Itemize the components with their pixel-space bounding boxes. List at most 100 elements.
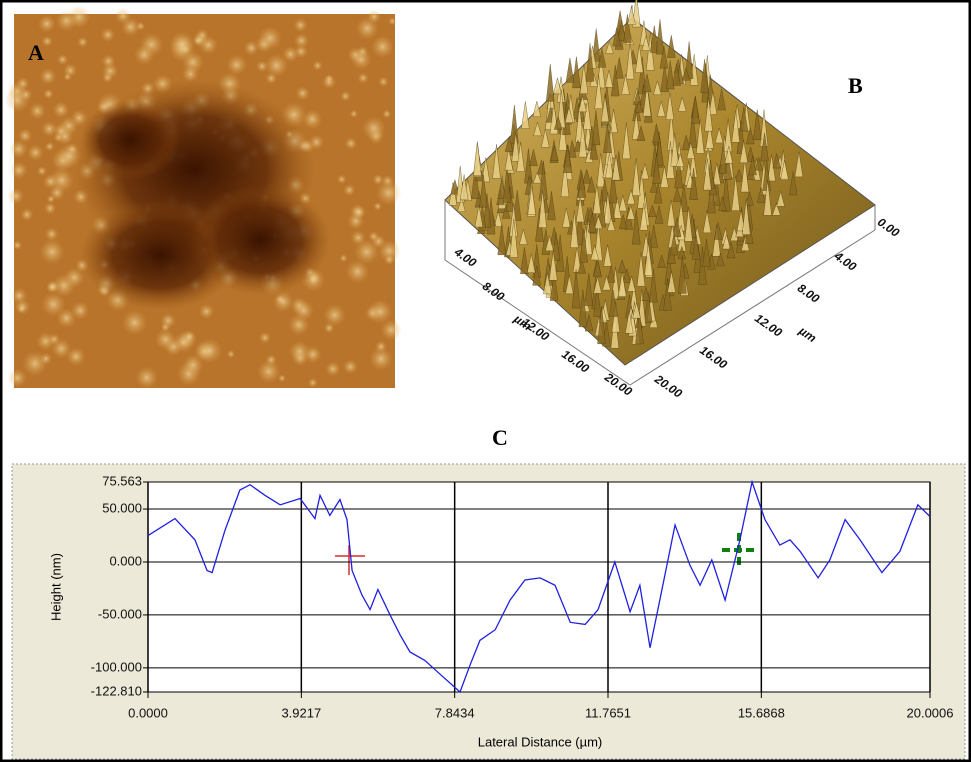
- spike: [590, 244, 599, 261]
- grain: [371, 35, 395, 59]
- grain: [264, 53, 289, 78]
- spike: [654, 205, 664, 224]
- spike: [674, 153, 683, 189]
- grain: [41, 121, 58, 137]
- spike: [696, 118, 705, 154]
- spike: [731, 175, 740, 211]
- spike: [612, 27, 621, 47]
- spike: [553, 77, 562, 95]
- spike: [712, 162, 722, 185]
- spike: [572, 246, 582, 273]
- spike: [592, 184, 602, 214]
- grain: [182, 354, 204, 376]
- grain: [55, 9, 78, 32]
- spike: [670, 133, 680, 167]
- grain: [368, 231, 380, 242]
- spike: [567, 140, 577, 158]
- grain: [308, 134, 324, 150]
- grain: [293, 300, 315, 321]
- spike: [459, 174, 469, 201]
- spike: [718, 143, 728, 174]
- spike: [564, 106, 574, 123]
- spike: [666, 60, 675, 90]
- spike: [641, 34, 651, 51]
- spike: [546, 64, 555, 102]
- grain: [378, 76, 389, 87]
- spike: [550, 144, 559, 161]
- spike: [649, 224, 658, 248]
- spike: [551, 232, 561, 261]
- grain: [388, 17, 397, 26]
- spike: [626, 204, 636, 220]
- grain: [27, 144, 44, 161]
- spike: [627, 6, 636, 25]
- grain: [184, 331, 195, 342]
- grain: [136, 21, 146, 31]
- spike: [593, 276, 602, 294]
- spike: [745, 127, 755, 145]
- spike: [570, 210, 579, 248]
- spike: [700, 59, 709, 93]
- grain: [38, 14, 56, 33]
- grain: [349, 109, 359, 119]
- grain: [198, 303, 215, 320]
- y-tick-label: 75.563: [102, 473, 142, 488]
- spike: [549, 272, 559, 301]
- spike: [636, 252, 646, 287]
- spike: [584, 273, 593, 306]
- spike: [596, 152, 605, 188]
- grain: [121, 309, 148, 336]
- spike: [722, 233, 731, 250]
- spike: [584, 314, 594, 332]
- afm-image: [4, 5, 402, 389]
- spike: [632, 112, 641, 140]
- grain: [226, 54, 248, 76]
- grain: [135, 366, 159, 389]
- spike: [603, 192, 613, 224]
- spike: [609, 289, 618, 317]
- spike: [713, 222, 723, 240]
- y-tick-label: -100.000: [91, 659, 142, 674]
- spike: [571, 269, 581, 309]
- grain: [384, 254, 395, 266]
- spike: [622, 122, 631, 160]
- x-tick-label: 7.8434: [435, 705, 475, 720]
- spike: [603, 244, 612, 267]
- grain: [293, 33, 310, 49]
- spike: [689, 168, 698, 200]
- grain: [323, 303, 346, 327]
- grain: [302, 109, 323, 130]
- plot-area: [148, 482, 930, 692]
- spike: [657, 254, 666, 268]
- grain: [344, 137, 358, 150]
- spike: [655, 19, 665, 55]
- grain: [325, 361, 341, 377]
- x-tick-label: 3.9217: [281, 705, 321, 720]
- spike: [582, 168, 591, 184]
- spike: [681, 67, 691, 81]
- spike: [577, 171, 587, 198]
- y-tick-label: -50.000: [98, 606, 142, 621]
- grain: [12, 240, 23, 251]
- spike: [704, 97, 713, 132]
- spike: [780, 160, 789, 180]
- spike: [641, 286, 651, 301]
- grain: [295, 86, 310, 101]
- spike: [672, 217, 682, 237]
- spike: [481, 157, 491, 183]
- spike: [594, 215, 603, 229]
- spike: [527, 185, 537, 215]
- grain: [367, 299, 393, 324]
- spike: [611, 302, 621, 333]
- spike: [659, 45, 669, 69]
- spike: [739, 106, 749, 132]
- grain: [375, 180, 402, 206]
- grain: [243, 40, 259, 56]
- spike: [652, 123, 661, 144]
- grain: [256, 359, 281, 384]
- spike: [532, 265, 541, 286]
- grain: [43, 202, 57, 215]
- grain: [48, 333, 61, 346]
- spike: [482, 193, 492, 228]
